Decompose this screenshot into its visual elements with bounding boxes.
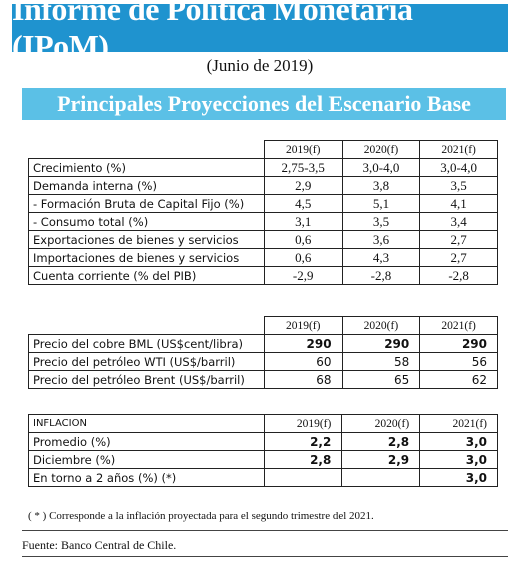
column-header: 2020(f) (341, 140, 421, 159)
cell-value (263, 468, 343, 487)
table-row: Precio del petróleo Brent (US$/barril) 6… (28, 370, 498, 389)
cell-value: 2,2 (263, 432, 343, 451)
cell-value: 65 (341, 370, 421, 389)
table-row: Diciembre (%) 2,8 2,9 3,0 (28, 450, 498, 469)
row-label: - Formación Bruta de Capital Fijo (%) (28, 194, 265, 213)
cell-value: 4,5 (263, 194, 343, 213)
table-row: Demanda interna (%) 2,9 3,8 3,5 (28, 176, 498, 195)
divider (22, 556, 508, 557)
cell-value: 3,0 (419, 450, 498, 469)
cell-value: 2,7 (419, 248, 498, 267)
table-header-row: 2019(f) 2020(f) 2021(f) (28, 140, 498, 159)
cell-value: 62 (419, 370, 498, 389)
cell-value (341, 468, 421, 487)
table-row: - Formación Bruta de Capital Fijo (%) 4,… (28, 194, 498, 213)
table-row: Promedio (%) 2,2 2,8 3,0 (28, 432, 498, 451)
inflation-header-label: INFLACION (28, 414, 265, 433)
column-header: 2020(f) (341, 316, 421, 335)
table-row: Precio del petróleo WTI (US$/barril) 60 … (28, 352, 498, 371)
cell-value: 60 (263, 352, 343, 371)
cell-value: 3,6 (341, 230, 421, 249)
cell-value: -2,8 (419, 266, 498, 285)
cell-value: 56 (419, 352, 498, 371)
section-title: Principales Proyecciones del Escenario B… (22, 88, 506, 120)
cell-value: 3,5 (419, 176, 498, 195)
cell-value: 290 (263, 334, 343, 353)
cell-value: 290 (341, 334, 421, 353)
table-row: Importaciones de bienes y servicios 0,6 … (28, 248, 498, 267)
column-header: 2021(f) (419, 316, 498, 335)
row-label: Crecimiento (%) (28, 158, 265, 177)
cell-value: 4,3 (341, 248, 421, 267)
divider (22, 530, 508, 531)
row-label: - Consumo total (%) (28, 212, 265, 231)
header-empty-cell (28, 316, 265, 335)
row-label: Promedio (%) (28, 432, 265, 451)
cell-value: 0,6 (263, 248, 343, 267)
table-row: Exportaciones de bienes y servicios 0,6 … (28, 230, 498, 249)
row-label: Cuenta corriente (% del PIB) (28, 266, 265, 285)
table-row: Crecimiento (%) 2,75-3,5 3,0-4,0 3,0-4,0 (28, 158, 498, 177)
cell-value: 68 (263, 370, 343, 389)
cell-value: -2,9 (263, 266, 343, 285)
table-row: En torno a 2 años (%) (*) 3,0 (28, 468, 498, 487)
row-label: Precio del cobre BML (US$cent/libra) (28, 334, 265, 353)
row-label: Demanda interna (%) (28, 176, 265, 195)
commodity-prices-table: 2019(f) 2020(f) 2021(f) Precio del cobre… (28, 316, 498, 389)
cell-value: 3,8 (341, 176, 421, 195)
table-row: Cuenta corriente (% del PIB) -2,9 -2,8 -… (28, 266, 498, 285)
cell-value: 3,0-4,0 (419, 158, 498, 177)
cell-value: -2,8 (341, 266, 421, 285)
row-label: Exportaciones de bienes y servicios (28, 230, 265, 249)
cell-value: 3,0 (419, 432, 498, 451)
report-date: (Junio de 2019) (206, 56, 314, 75)
cell-value: 3,0 (419, 468, 498, 487)
growth-projections-table: 2019(f) 2020(f) 2021(f) Crecimiento (%) … (28, 140, 498, 285)
column-header: 2019(f) (263, 140, 343, 159)
column-header: 2021(f) (419, 140, 498, 159)
row-label: Precio del petróleo WTI (US$/barril) (28, 352, 265, 371)
cell-value: 3,1 (263, 212, 343, 231)
row-label: En torno a 2 años (%) (*) (28, 468, 265, 487)
header-empty-cell (28, 140, 265, 159)
cell-value: 2,8 (341, 432, 421, 451)
cell-value: 2,75-3,5 (263, 158, 343, 177)
cell-value: 3,0-4,0 (341, 158, 421, 177)
table-row: Precio del cobre BML (US$cent/libra) 290… (28, 334, 498, 353)
column-header: 2019(f) (263, 316, 343, 335)
column-header: 2021(f) (419, 414, 498, 433)
inflation-table: INFLACION 2019(f) 2020(f) 2021(f) Promed… (28, 414, 498, 487)
table-header-row: INFLACION 2019(f) 2020(f) 2021(f) (28, 414, 498, 433)
column-header: 2020(f) (341, 414, 421, 433)
cell-value: 3,5 (341, 212, 421, 231)
cell-value: 2,8 (263, 450, 343, 469)
footnote: ( * ) Corresponde a la inflación proyect… (28, 510, 374, 522)
cell-value: 2,7 (419, 230, 498, 249)
table-row: - Consumo total (%) 3,1 3,5 3,4 (28, 212, 498, 231)
cell-value: 2,9 (263, 176, 343, 195)
cell-value: 58 (341, 352, 421, 371)
cell-value: 290 (419, 334, 498, 353)
cell-value: 2,9 (341, 450, 421, 469)
cell-value: 3,4 (419, 212, 498, 231)
row-label: Importaciones de bienes y servicios (28, 248, 265, 267)
column-header: 2019(f) (263, 414, 343, 433)
source-note: Fuente: Banco Central de Chile. (22, 538, 177, 552)
cell-value: 0,6 (263, 230, 343, 249)
row-label: Precio del petróleo Brent (US$/barril) (28, 370, 265, 389)
cell-value: 4,1 (419, 194, 498, 213)
table-header-row: 2019(f) 2020(f) 2021(f) (28, 316, 498, 335)
report-title: Informe de Política Monetaria (IPoM) (12, 0, 508, 64)
row-label: Diciembre (%) (28, 450, 265, 469)
cell-value: 5,1 (341, 194, 421, 213)
